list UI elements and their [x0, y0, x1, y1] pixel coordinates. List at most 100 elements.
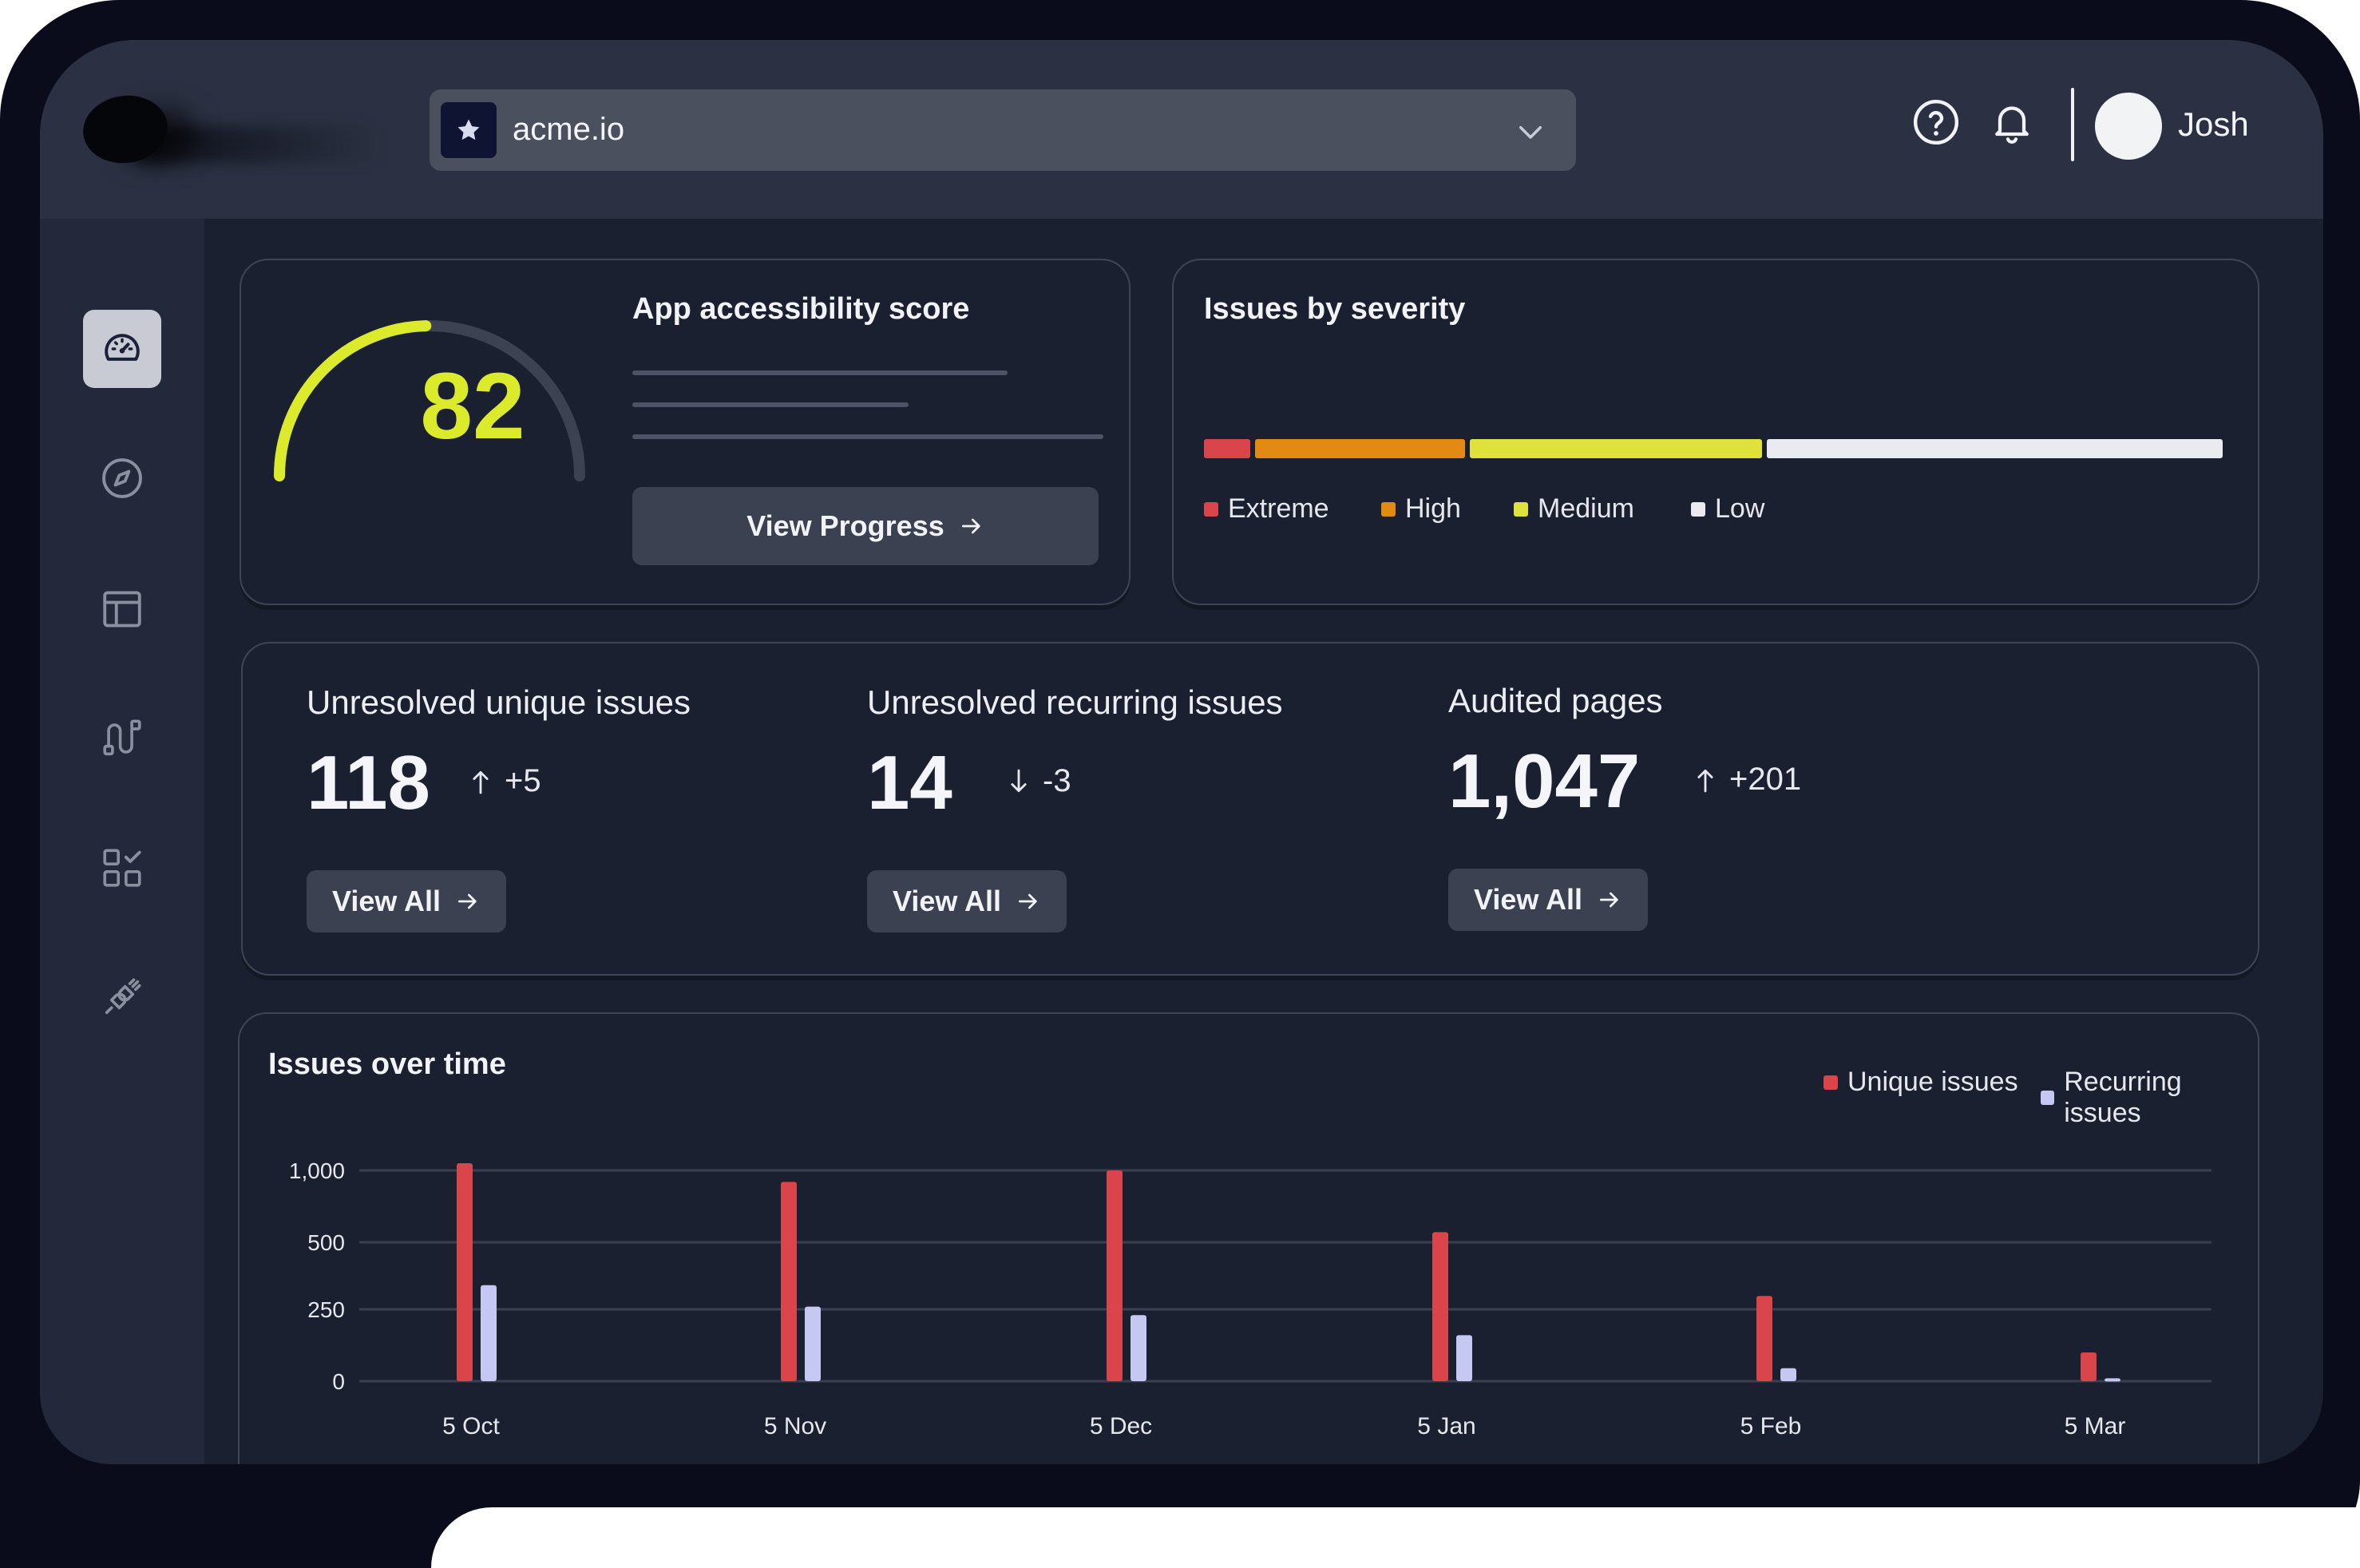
bar-recurring[interactable] [2105, 1378, 2120, 1382]
y-tick-label: 250 [307, 1297, 345, 1322]
help-icon[interactable] [1911, 97, 1961, 151]
score-card-title: App accessibility score [632, 292, 970, 326]
bell-icon[interactable] [1988, 97, 2036, 151]
legend-medium: Medium [1514, 493, 1634, 525]
star-icon [441, 102, 497, 158]
bar-recurring[interactable] [1131, 1315, 1146, 1381]
legend-swatch [1381, 501, 1396, 517]
bar-recurring[interactable] [1780, 1368, 1796, 1381]
view-all-audited-button[interactable]: View All [1448, 869, 1648, 931]
plug-icon [105, 978, 141, 1015]
arrow-up-icon [473, 770, 489, 794]
stat-value-audited: 1,047 [1448, 738, 1641, 824]
legend-swatch [1514, 501, 1528, 517]
severity-card-title: Issues by severity [1204, 292, 1466, 326]
arrow-right-icon [961, 518, 980, 534]
delta-text: +5 [505, 763, 541, 798]
bar-unique[interactable] [2081, 1352, 2097, 1381]
sidebar-item-explore[interactable] [83, 439, 161, 517]
view-all-recurring-button[interactable]: View All [867, 870, 1067, 932]
frame-cutout [431, 1507, 2360, 1568]
view-all-unique-button[interactable]: View All [307, 870, 506, 932]
issues-bar-chart: 1,000 500 250 0 5 Oct 5 Nov 5 Dec 5 Jan 5 Feb 5 M… [289, 1158, 2212, 1439]
bar-unique[interactable] [1756, 1296, 1772, 1381]
sidebar-item-integrations[interactable] [83, 958, 161, 1036]
bar-recurring[interactable] [1456, 1335, 1472, 1381]
stat-delta-recurring: -3 [1008, 763, 1071, 799]
sidebar-item-layout[interactable] [83, 570, 161, 648]
legend-label: Unique issues [1847, 1067, 2018, 1097]
delta-text: +201 [1729, 762, 1802, 797]
severity-segment-extreme [1204, 439, 1251, 458]
view-all-label: View All [331, 885, 442, 917]
chart-title: Issues over time [268, 1047, 506, 1081]
bar-unique[interactable] [1107, 1170, 1123, 1381]
x-tick-label: 5 Nov [764, 1413, 826, 1439]
legend-label: High [1405, 493, 1461, 524]
bar-unique[interactable] [1432, 1232, 1448, 1381]
stat-label-audited: Audited pages [1448, 682, 1663, 719]
view-progress-button[interactable]: View Progress [632, 487, 1099, 565]
severity-segment-high [1255, 439, 1466, 458]
legend-label: Extreme [1228, 493, 1329, 524]
logo-shadow [128, 126, 383, 163]
y-tick-label: 0 [332, 1369, 345, 1394]
stat-label-unique: Unresolved unique issues [307, 683, 691, 721]
chevron-down-icon [1514, 115, 1547, 152]
issues-over-time-card: Issues over time Unique issues Recurring… [238, 1012, 2259, 1464]
stat-delta-unique: +5 [469, 763, 541, 799]
x-tick-label: 5 Feb [1740, 1413, 1802, 1439]
arrow-right-icon [1019, 893, 1037, 909]
compass-icon [102, 458, 142, 498]
placeholder-line [632, 402, 909, 407]
sidebar [40, 219, 204, 1464]
view-all-label: View All [892, 885, 1002, 917]
sidebar-item-flows[interactable] [83, 699, 161, 778]
site-selector[interactable]: acme.io [430, 89, 1576, 171]
arrow-down-icon [1011, 769, 1027, 792]
grid-check-icon [103, 849, 141, 887]
bar-recurring[interactable] [805, 1306, 821, 1381]
x-tick-label: 5 Mar [2065, 1413, 2126, 1439]
x-tick-label: 5 Dec [1090, 1413, 1152, 1439]
x-tick-label: 5 Jan [1417, 1413, 1475, 1439]
app-screen: acme.io Josh [40, 40, 2323, 1464]
bar-recurring[interactable] [481, 1285, 497, 1381]
placeholder-line [632, 370, 1008, 375]
view-progress-label: View Progress [746, 509, 944, 542]
x-tick-label: 5 Oct [442, 1413, 500, 1439]
legend-swatch [1204, 501, 1218, 517]
legend-high: High [1381, 493, 1461, 525]
y-tick-label: 500 [307, 1230, 345, 1255]
stats-card: Unresolved unique issues 118 +5 View All… [241, 642, 2259, 976]
legend-unique-issues: Unique issues [1823, 1067, 2018, 1098]
stat-value-recurring: 14 [867, 740, 952, 826]
layout-icon [103, 591, 141, 628]
stat-value-unique: 118 [307, 740, 430, 826]
top-bar: acme.io Josh [40, 40, 2323, 219]
user-name[interactable]: Josh [2178, 105, 2249, 143]
header-divider [2071, 88, 2074, 161]
arrow-right-icon [458, 893, 477, 909]
legend-low: Low [1691, 493, 1764, 525]
legend-label: Medium [1538, 493, 1634, 524]
sidebar-item-dashboard[interactable] [83, 310, 161, 388]
bar-unique[interactable] [457, 1163, 473, 1381]
legend-label: Recurring issues [2064, 1067, 2182, 1128]
legend-extreme: Extreme [1204, 493, 1329, 525]
speedometer-icon [105, 334, 140, 361]
stat-delta-audited: +201 [1694, 762, 1801, 798]
severity-segment-low [1767, 439, 2223, 458]
legend-swatch [1691, 501, 1705, 517]
site-name: acme.io [513, 112, 625, 147]
route-icon [103, 719, 141, 756]
stat-label-recurring: Unresolved recurring issues [867, 683, 1283, 721]
sidebar-item-checklist[interactable] [83, 829, 161, 907]
accessibility-score-card: 82 App accessibility score View Progress [240, 259, 1131, 605]
bar-unique[interactable] [781, 1182, 797, 1381]
legend-swatch [1823, 1075, 1838, 1090]
legend-recurring-issues: Recurring issues [2041, 1067, 2258, 1129]
score-gauge-fill [274, 320, 432, 481]
avatar[interactable] [2095, 93, 2162, 160]
y-tick-label: 1,000 [289, 1158, 345, 1183]
